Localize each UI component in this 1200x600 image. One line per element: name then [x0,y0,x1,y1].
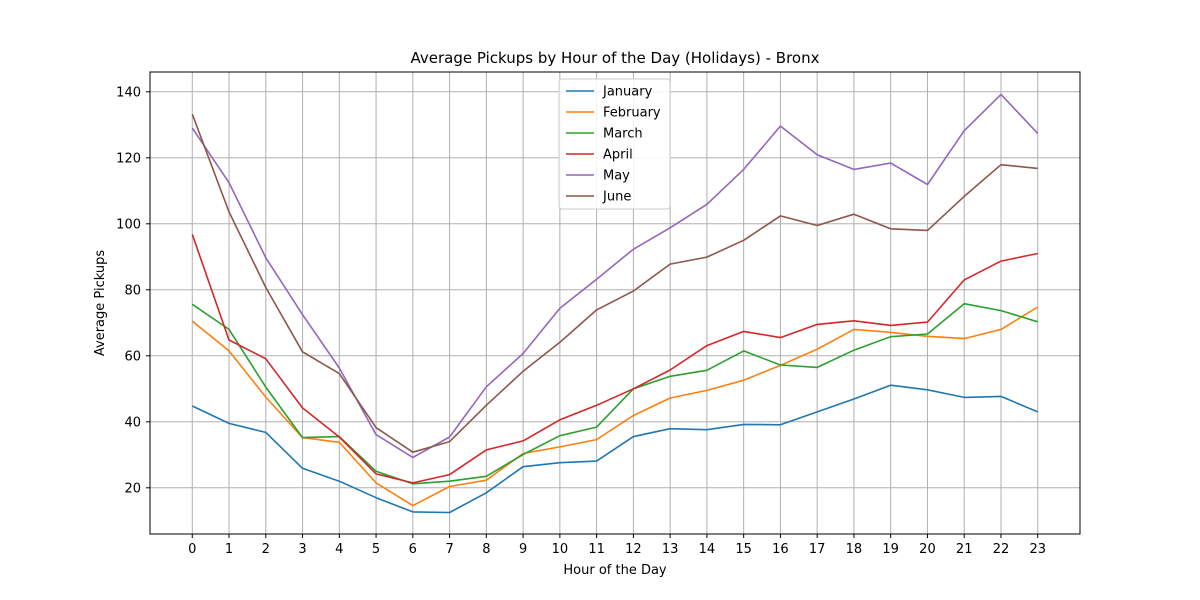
series-line-february [191,306,1039,507]
legend-label-january: January [602,85,653,100]
y-tick-label: 140 [116,85,141,100]
y-tick-label: 100 [116,217,141,232]
x-tick-label: 13 [662,542,679,557]
chart-title: Average Pickups by Hour of the Day (Holi… [411,49,820,67]
legend-label-march: March [603,127,643,142]
series-line-march [191,302,1038,485]
x-tick-label: 14 [699,542,716,557]
y-tick-label: 60 [124,349,141,364]
y-tick-label: 80 [124,283,141,298]
axis-ticks: 0 1 2 3 4 5 6 7 8 9 10 11 12 13 14 15 16 17 18 19 20 21 22 2320… [116,85,1046,557]
series-line-april [191,234,1038,484]
x-tick-label: 18 [846,542,863,557]
legend-label-february: February [603,106,661,121]
x-tick-label: 16 [772,542,789,557]
x-tick-label: 0 [188,542,196,557]
x-tick-label: 20 [919,542,936,557]
x-tick-label: 22 [993,542,1010,557]
x-tick-label: 1 [225,542,233,557]
legend-label-april: April [603,148,633,163]
legend: January February March April May June [558,78,671,210]
x-tick-label: 19 [882,542,899,557]
series-lines [191,93,1039,514]
x-tick-label: 10 [552,542,569,557]
x-tick-label: 6 [409,542,417,557]
x-tick-label: 12 [625,542,642,557]
x-tick-label: 11 [588,542,605,557]
x-tick-label: 17 [809,542,826,557]
series-line-may [191,93,1039,459]
y-axis-label: Average Pickups [93,250,108,356]
y-tick-label: 40 [124,415,141,430]
x-tick-label: 23 [1029,542,1046,557]
x-tick-label: 8 [482,542,490,557]
x-tick-label: 9 [519,542,527,557]
x-tick-label: 7 [445,542,453,557]
y-tick-label: 20 [124,481,141,496]
x-axis-label: Hour of the Day [563,563,667,578]
x-tick-label: 4 [335,542,343,557]
series-line-june [191,113,1038,454]
series-line-january [191,384,1039,514]
x-tick-label: 15 [735,542,752,557]
x-tick-label: 21 [956,542,973,557]
x-tick-label: 3 [298,542,306,557]
x-tick-label: 2 [262,542,270,557]
legend-label-may: May [603,169,630,184]
plot-frame [149,71,1081,535]
x-tick-label: 5 [372,542,380,557]
legend-label-june: June [602,190,631,205]
y-tick-label: 120 [116,151,141,166]
